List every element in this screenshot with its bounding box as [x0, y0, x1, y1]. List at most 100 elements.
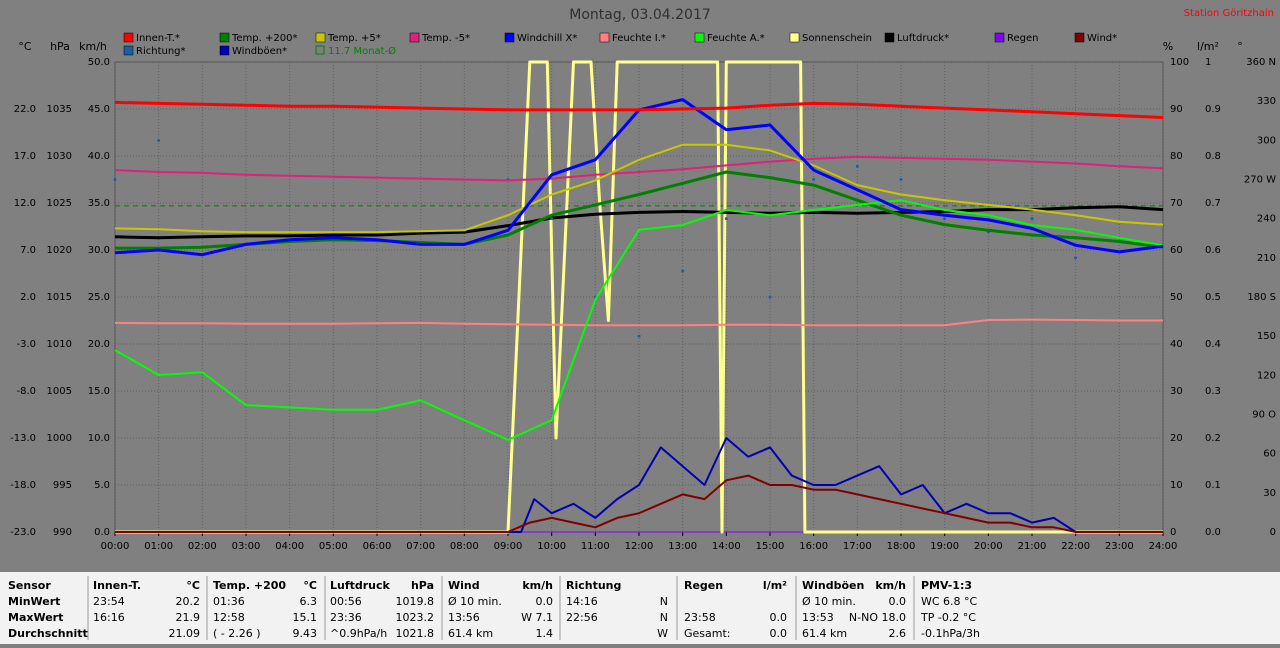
- table-cell: 01:36: [213, 595, 245, 608]
- x-tick-label: 21:00: [1018, 541, 1047, 552]
- table-cell: 0.0: [889, 595, 907, 608]
- y-tick-label: 0.9: [1205, 104, 1221, 115]
- y-tick-label: 12.0: [14, 198, 36, 209]
- legend-label: Luftdruck*: [897, 33, 949, 44]
- table-cell: km/h: [522, 579, 553, 592]
- y-tick-label: 330: [1257, 96, 1276, 107]
- y-tick-label: 1020: [47, 245, 72, 256]
- x-tick-label: 09:00: [494, 541, 523, 552]
- legend-label: 11.7 Monat-Ø: [328, 45, 396, 57]
- y-tick-label: 0: [1270, 527, 1276, 538]
- y-tick-label: 180 S: [1247, 292, 1276, 303]
- legend-label: Windböen*: [232, 46, 287, 57]
- y-tick-label: 50: [1170, 292, 1183, 303]
- direction-point: [768, 295, 772, 299]
- y-tick-label: 60: [1170, 245, 1183, 256]
- y-tick-label: 120: [1257, 370, 1276, 381]
- y-tick-label: 80: [1170, 151, 1183, 162]
- legend-swatch: [315, 32, 326, 43]
- x-tick-label: 15:00: [756, 541, 785, 552]
- y-tick-label: 5.0: [94, 480, 110, 491]
- direction-point: [724, 217, 728, 221]
- axis-label: °: [1237, 40, 1243, 53]
- table-cell: 1.4: [536, 627, 554, 640]
- y-tick-label: 1005: [47, 386, 72, 397]
- y-tick-label: 2.0: [20, 292, 36, 303]
- table-cell: Richtung: [566, 579, 621, 592]
- table-cell: N-NO 18.0: [849, 611, 906, 624]
- x-tick-label: 24:00: [1149, 541, 1178, 552]
- legend-label: Temp. +200*: [231, 33, 297, 44]
- y-tick-label: 1000: [47, 433, 72, 444]
- y-tick-label: 0.7: [1205, 198, 1221, 209]
- x-tick-label: 10:00: [537, 541, 566, 552]
- direction-point: [899, 178, 903, 181]
- legend-label: Wind*: [1087, 33, 1117, 44]
- y-tick-label: 0.8: [1205, 151, 1221, 162]
- legend-label: Regen: [1007, 33, 1039, 44]
- y-tick-label: -3.0: [16, 339, 36, 350]
- legend-swatch: [219, 32, 230, 43]
- legend-label: Sonnenschein: [802, 33, 872, 44]
- table-cell: 20.2: [176, 595, 201, 608]
- y-tick-label: 17.0: [14, 151, 36, 162]
- x-tick-label: 17:00: [843, 541, 872, 552]
- table-cell: Sensor: [8, 579, 51, 592]
- y-tick-label: 50.0: [88, 57, 110, 68]
- legend-swatch: [789, 32, 800, 43]
- legend-swatch: [315, 45, 325, 55]
- x-tick-label: 03:00: [232, 541, 261, 552]
- table-cell: Durchschnitt: [8, 627, 88, 640]
- table-cell: 0.0: [770, 627, 788, 640]
- direction-point: [157, 138, 161, 142]
- y-tick-label: 35.0: [88, 198, 110, 209]
- table-cell: 6.3: [300, 595, 318, 608]
- table-cell: 12:58: [213, 611, 245, 624]
- table-cell: Temp. +200: [213, 579, 286, 592]
- x-tick-label: 12:00: [625, 541, 654, 552]
- table-cell: 21.09: [169, 627, 201, 640]
- y-tick-label: 45.0: [88, 104, 110, 115]
- y-tick-label: 0: [1170, 527, 1176, 538]
- legend-swatch: [219, 45, 230, 56]
- direction-point: [855, 164, 859, 168]
- y-tick-label: 0.0: [94, 527, 110, 538]
- x-tick-label: 16:00: [799, 541, 828, 552]
- table-cell: 23:58: [684, 611, 716, 624]
- table-cell: 16:16: [93, 611, 125, 624]
- table-cell: Ø 10 min.: [448, 595, 502, 608]
- y-tick-label: 1030: [47, 151, 72, 162]
- y-tick-label: 40.0: [88, 151, 110, 162]
- y-tick-label: 270 W: [1244, 175, 1276, 186]
- y-tick-label: 15.0: [88, 386, 110, 397]
- series-line: [115, 60, 1163, 534]
- y-tick-label: 0.6: [1205, 245, 1221, 256]
- table-cell: 2.6: [889, 627, 907, 640]
- y-tick-label: 20: [1170, 433, 1183, 444]
- table-cell: Ø 10 min.: [802, 595, 856, 608]
- y-tick-label: 1010: [47, 339, 72, 350]
- y-tick-label: 100: [1170, 57, 1189, 68]
- table-cell: W 7.1: [521, 611, 553, 624]
- direction-point: [1074, 256, 1078, 260]
- y-tick-label: 995: [53, 480, 72, 491]
- table-cell: 15.1: [293, 611, 318, 624]
- table-cell: N: [660, 611, 668, 624]
- direction-point: [637, 334, 641, 338]
- table-cell: Gesamt:: [684, 627, 731, 640]
- legend-swatch: [694, 32, 705, 43]
- y-tick-label: 240: [1257, 214, 1276, 225]
- table-cell: °C: [303, 579, 317, 592]
- table-cell: -0.1hPa/3h: [921, 627, 980, 640]
- legend-swatch: [994, 32, 1005, 43]
- x-tick-label: 13:00: [668, 541, 697, 552]
- series-line: [115, 437, 1163, 533]
- y-tick-label: 0.5: [1205, 292, 1221, 303]
- table-cell: 21.9: [176, 611, 201, 624]
- y-tick-label: 0.2: [1205, 433, 1221, 444]
- axis-label: l/m²: [1197, 40, 1219, 53]
- y-tick-label: 90 O: [1252, 410, 1276, 421]
- x-tick-label: 04:00: [275, 541, 304, 552]
- table-cell: WC 6.8 °C: [921, 595, 978, 608]
- axis-label: hPa: [50, 40, 70, 53]
